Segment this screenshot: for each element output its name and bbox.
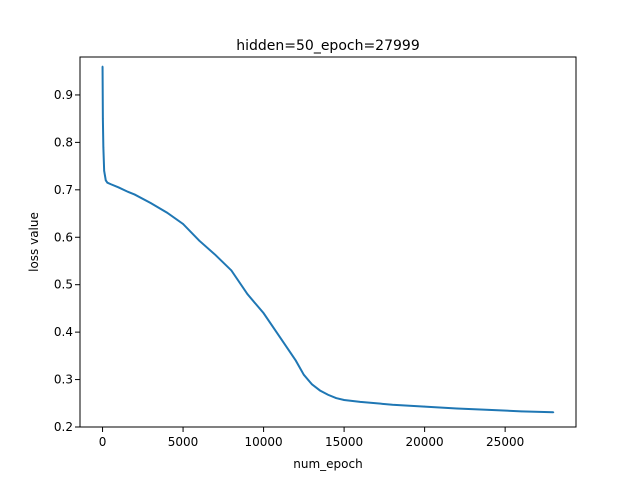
- data-point: [101, 65, 104, 68]
- data-point: [150, 202, 152, 204]
- data-point: [488, 409, 490, 411]
- data-point: [423, 405, 426, 408]
- x-tick-label: 15000: [325, 435, 363, 449]
- y-tick-label: 0.6: [54, 230, 73, 244]
- data-point: [109, 183, 112, 185]
- data-point: [230, 269, 233, 272]
- data-point: [278, 336, 281, 338]
- y-tick-label: 0.2: [54, 420, 73, 434]
- data-point: [104, 174, 106, 177]
- y-tick-label: 0.4: [54, 325, 73, 339]
- axes-frame: [79, 56, 577, 428]
- x-tick-label: 10000: [244, 435, 282, 449]
- y-tick-label: 0.5: [54, 278, 73, 292]
- y-axis-ticks: 0.2 0.3 0.4 0.5 0.6 0.7 0.8 0.9: [54, 88, 80, 434]
- data-point: [103, 170, 105, 172]
- y-tick-label: 0.3: [54, 373, 73, 387]
- data-point: [214, 254, 217, 256]
- y-tick-label: 0.9: [54, 88, 73, 102]
- data-point: [104, 179, 107, 182]
- data-point: [311, 383, 313, 386]
- data-point: [391, 403, 394, 406]
- data-point: [343, 399, 345, 401]
- y-tick-label: 0.7: [54, 183, 73, 197]
- data-point: [294, 359, 297, 362]
- data-point: [319, 389, 321, 392]
- data-point: [182, 223, 184, 225]
- data-point: [198, 239, 200, 242]
- series-points: [101, 65, 555, 414]
- data-point: [303, 374, 305, 376]
- x-tick-label: 20000: [406, 435, 444, 449]
- series-line: [101, 66, 554, 414]
- data-point: [552, 411, 555, 414]
- x-axis-ticks: 0 5000 10000 15000 20000 25000: [99, 427, 524, 449]
- data-point: [125, 190, 128, 193]
- data-point: [335, 397, 337, 399]
- data-point: [102, 146, 105, 148]
- data-point: [106, 181, 109, 184]
- y-tick-label: 0.8: [54, 135, 73, 149]
- data-point: [117, 186, 120, 189]
- data-point: [246, 293, 249, 295]
- chart-title: hidden=50_epoch=27999: [236, 38, 419, 54]
- x-tick-label: 5000: [168, 435, 199, 449]
- plot-area: 0 5000 10000 15000 20000 25000 0.20.30.40.50.…: [54, 56, 577, 449]
- y-axis-label: loss value: [27, 212, 41, 272]
- x-tick-label: 25000: [486, 435, 524, 449]
- data-point: [456, 407, 458, 410]
- data-point: [133, 193, 136, 196]
- data-point: [520, 410, 523, 413]
- data-point: [102, 117, 104, 120]
- x-tick-label: 0: [99, 435, 107, 449]
- x-axis-label: num_epoch: [293, 457, 362, 471]
- data-point: [262, 312, 265, 314]
- data-point: [166, 211, 168, 214]
- data-point: [327, 393, 329, 396]
- data-point: [359, 401, 362, 403]
